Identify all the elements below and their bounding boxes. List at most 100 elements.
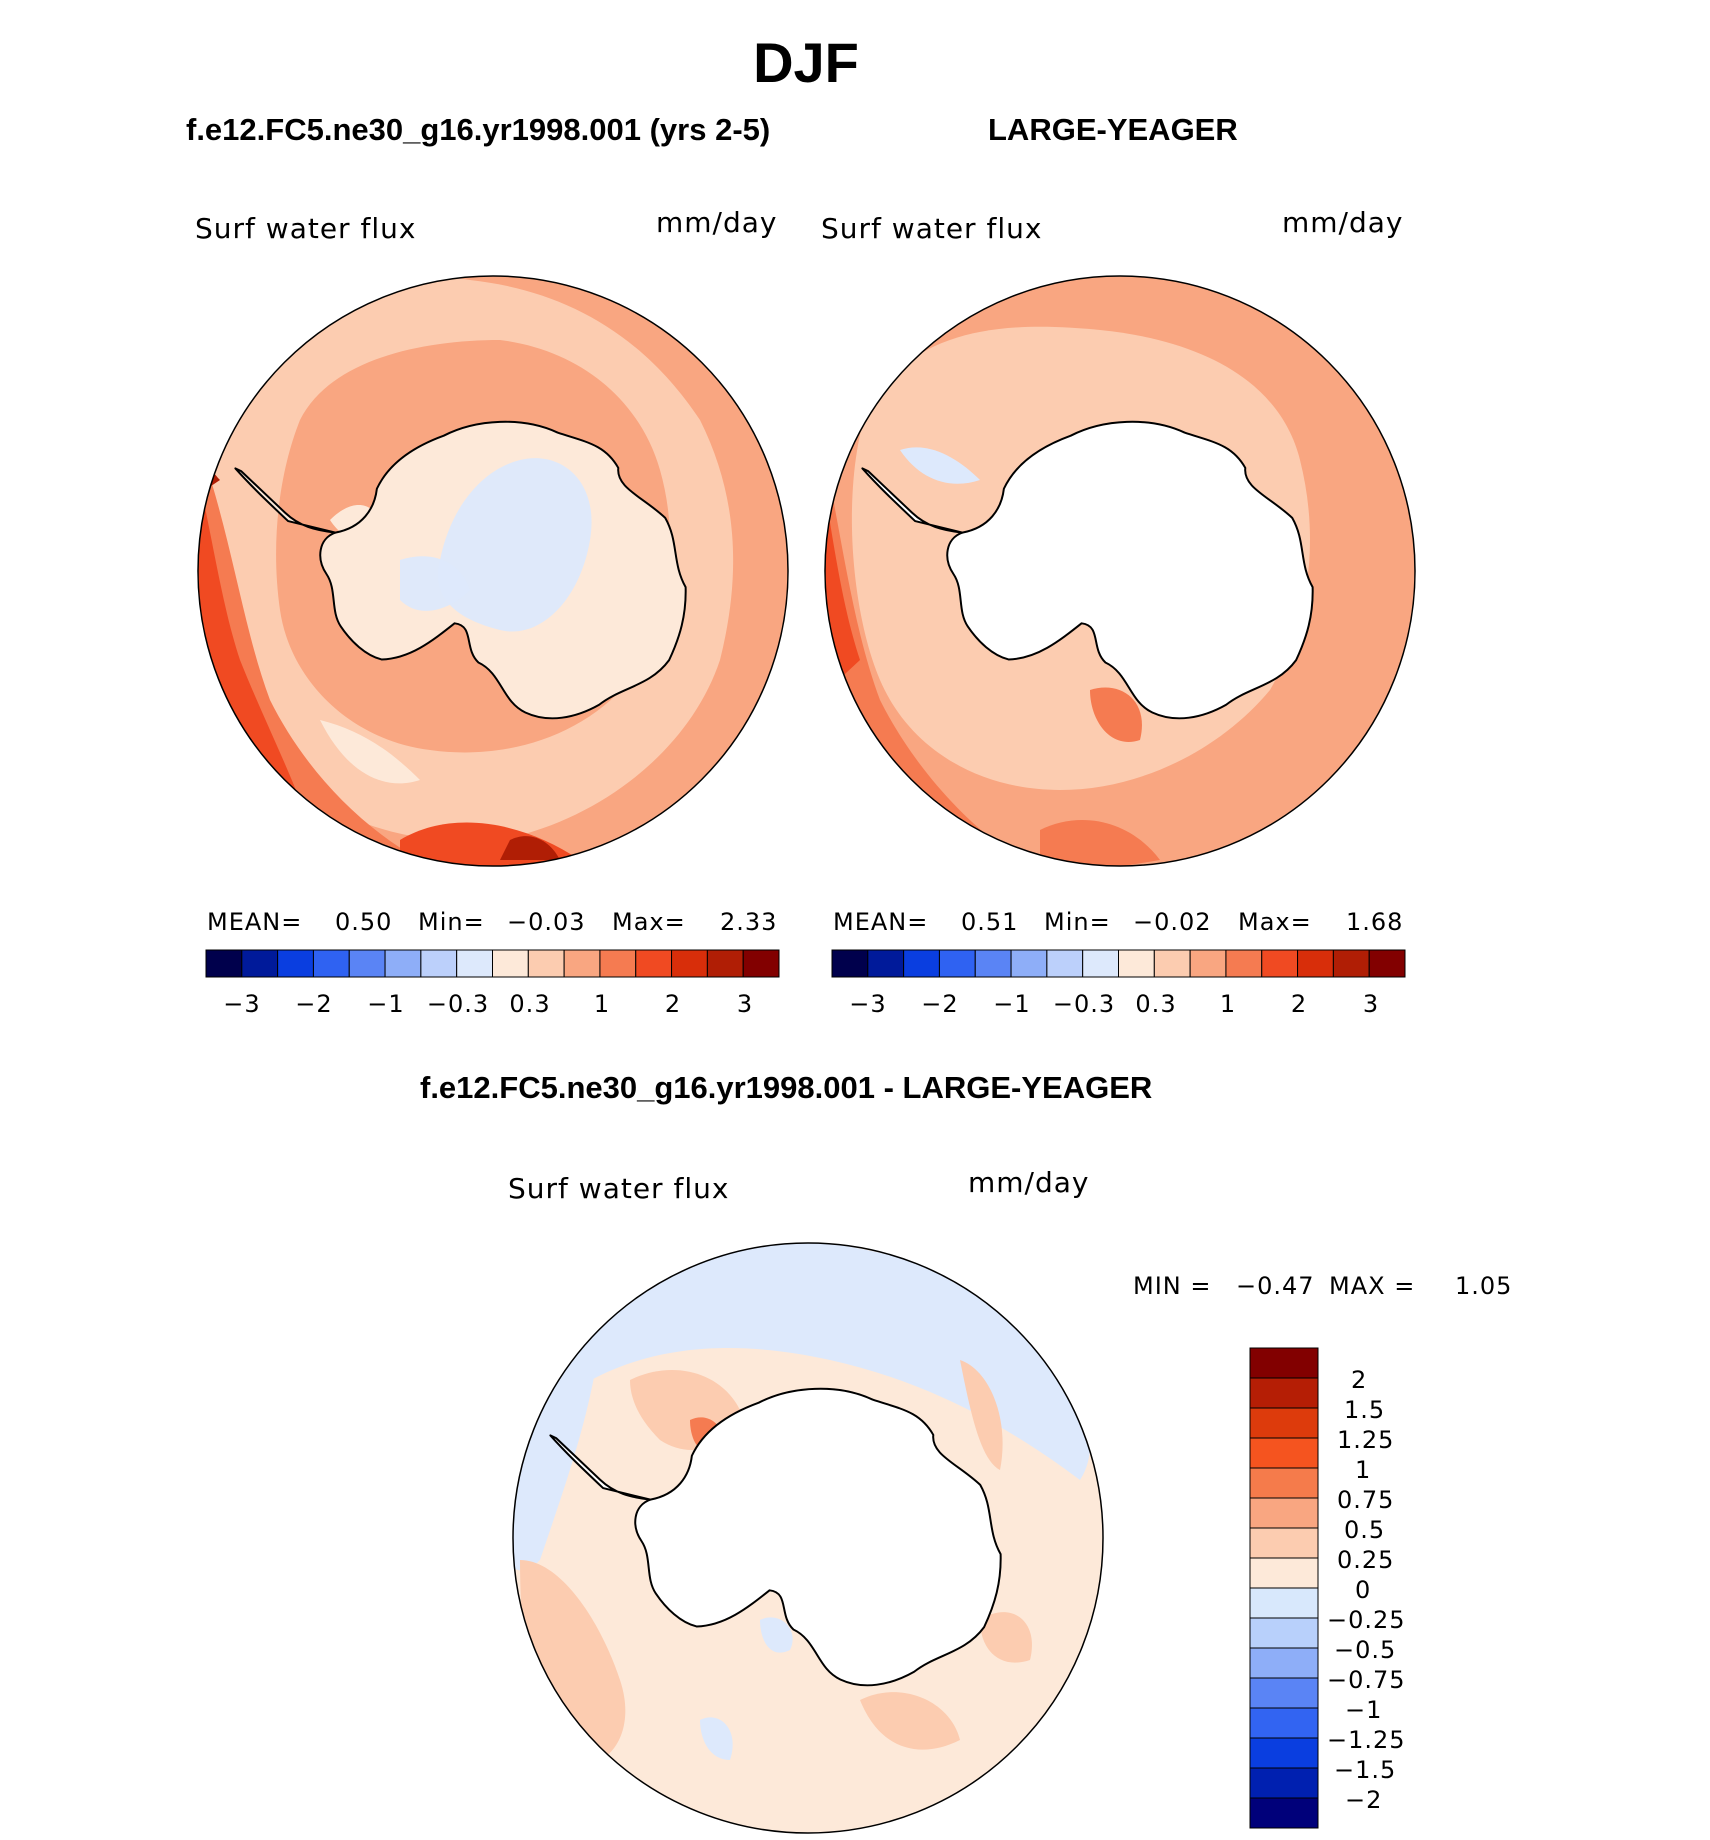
colorbar-swatch (1249, 1437, 1319, 1469)
colorbar-diff (1249, 1347, 1319, 1829)
colorbar-swatch (1249, 1737, 1319, 1769)
colorbar-swatch (563, 949, 601, 978)
colorbar-diff-tick: −1.5 (1334, 1756, 1397, 1784)
colorbar-1-tick: −0.3 (426, 990, 490, 1018)
colorbar-diff-tick: 0.25 (1337, 1546, 1395, 1574)
colorbar-swatch (1249, 1677, 1319, 1709)
colorbar-2-tick: 2 (1290, 990, 1308, 1018)
colorbar-swatch (974, 949, 1012, 978)
panel-1-mean-label: MEAN= (207, 908, 303, 936)
colorbar-diff-tick: 0.75 (1337, 1486, 1395, 1514)
panel-3-units-label: mm/day (968, 1166, 1090, 1199)
colorbar-swatch (241, 949, 279, 978)
colorbar-swatch (420, 949, 458, 978)
colorbar-swatch (867, 949, 905, 978)
colorbar-swatch (456, 949, 493, 978)
colorbar-diff-tick: −2 (1345, 1786, 1383, 1814)
colorbar-swatch (938, 949, 976, 978)
colorbar-swatch (1261, 949, 1299, 978)
colorbar-diff-tick: 0.5 (1344, 1516, 1386, 1544)
colorbar-diff-tick: −0.75 (1327, 1666, 1406, 1694)
colorbar-1 (205, 949, 780, 978)
colorbar-2 (831, 949, 1406, 978)
panel-1-min-value: −0.03 (507, 908, 586, 936)
panel-3-variable-label: Surf water flux (508, 1172, 730, 1205)
panel-1-title: f.e12.FC5.ne30_g16.yr1998.001 (yrs 2-5) (186, 112, 771, 147)
colorbar-swatch (1297, 949, 1334, 978)
colorbar-diff-tick: 0 (1355, 1576, 1372, 1604)
colorbar-2-tick: −1 (993, 990, 1031, 1018)
panel-2-variable-label: Surf water flux (821, 212, 1043, 245)
colorbar-swatch (1249, 1797, 1319, 1829)
colorbar-1-tick: 0.3 (509, 990, 551, 1018)
colorbar-1-tick: 2 (664, 990, 682, 1018)
colorbar-swatch (1249, 1467, 1319, 1499)
panel-3-min-value: −0.47 (1236, 1272, 1315, 1300)
colorbar-swatch (742, 949, 780, 978)
panel-2-min-label: Min= (1044, 908, 1111, 936)
colorbar-2-tick: −3 (849, 990, 887, 1018)
panel-3-title: f.e12.FC5.ne30_g16.yr1998.001 - LARGE-YE… (420, 1070, 1153, 1105)
colorbar-swatch (1225, 949, 1263, 978)
colorbar-2-tick: −2 (921, 990, 959, 1018)
colorbar-swatch (348, 949, 386, 978)
colorbar-1-tick: −2 (295, 990, 333, 1018)
colorbar-2-tick: 1 (1219, 990, 1237, 1018)
colorbar-swatch (1249, 1407, 1319, 1439)
colorbar-diff-tick: 2 (1351, 1366, 1368, 1394)
panel-3-map (512, 1242, 1104, 1834)
colorbar-diff-tick: 1.5 (1344, 1396, 1386, 1424)
colorbar-swatch (1249, 1497, 1319, 1529)
colorbar-1-tick: 3 (736, 990, 754, 1018)
colorbar-swatch (384, 949, 422, 978)
panel-3-max-label: MAX = (1329, 1272, 1416, 1300)
colorbar-1-tick: −3 (223, 990, 261, 1018)
panel-2-min-value: −0.02 (1133, 908, 1212, 936)
colorbar-diff-tick: −0.25 (1327, 1606, 1406, 1634)
colorbar-swatch (277, 949, 314, 978)
panel-1-min-label: Min= (418, 908, 485, 936)
colorbar-swatch (599, 949, 637, 978)
colorbar-swatch (1249, 1557, 1319, 1589)
colorbar-diff-tick: 1 (1355, 1456, 1372, 1484)
panel-2-max-label: Max= (1238, 908, 1312, 936)
panel-2-map (824, 275, 1416, 867)
panel-2-mean-value: 0.51 (961, 908, 1019, 936)
panel-2-mean-label: MEAN= (833, 908, 929, 936)
colorbar-swatch (1010, 949, 1048, 978)
panel-1-mean-value: 0.50 (335, 908, 393, 936)
colorbar-swatch (312, 949, 350, 978)
colorbar-swatch (671, 949, 708, 978)
colorbar-swatch (205, 949, 243, 978)
colorbar-swatch (706, 949, 744, 978)
panel-3-max-value: 1.05 (1455, 1272, 1513, 1300)
colorbar-diff-tick: 1.25 (1337, 1426, 1395, 1454)
panel-1-units-label: mm/day (656, 206, 778, 239)
colorbar-swatch (1249, 1527, 1319, 1559)
colorbar-2-tick: 3 (1362, 990, 1380, 1018)
colorbar-swatch (1249, 1767, 1319, 1799)
panel-2-max-value: 1.68 (1346, 908, 1404, 936)
colorbar-2-tick: 0.3 (1135, 990, 1177, 1018)
colorbar-swatch (1368, 949, 1406, 978)
colorbar-swatch (1332, 949, 1370, 978)
colorbar-diff-tick: −1.25 (1327, 1726, 1406, 1754)
colorbar-diff-tick: −0.5 (1334, 1636, 1397, 1664)
colorbar-swatch (1082, 949, 1119, 978)
panel-2-units-label: mm/day (1282, 206, 1404, 239)
panel-1-max-label: Max= (612, 908, 686, 936)
colorbar-1-tick: −1 (367, 990, 405, 1018)
colorbar-swatch (1249, 1617, 1319, 1649)
colorbar-swatch (1249, 1647, 1319, 1679)
colorbar-swatch (1046, 949, 1084, 978)
colorbar-diff-tick: −1 (1345, 1696, 1383, 1724)
colorbar-swatch (1118, 949, 1155, 978)
colorbar-swatch (831, 949, 869, 978)
colorbar-swatch (1249, 1587, 1319, 1619)
colorbar-swatch (1249, 1347, 1319, 1379)
colorbar-swatch (527, 949, 565, 978)
colorbar-swatch (1249, 1707, 1319, 1739)
panel-1-max-value: 2.33 (720, 908, 778, 936)
colorbar-2-tick: −0.3 (1052, 990, 1116, 1018)
